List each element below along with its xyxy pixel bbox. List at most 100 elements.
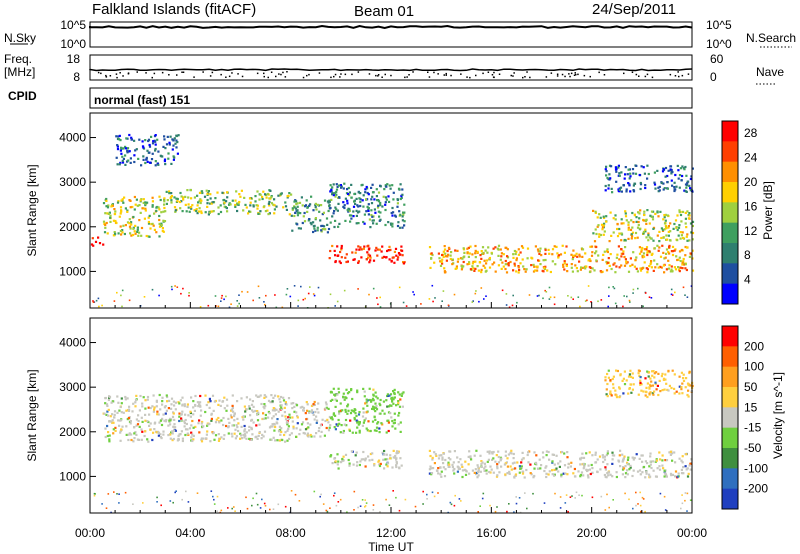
echo-cell (209, 440, 212, 443)
y-tick-label: 4000 (59, 336, 86, 350)
colorbar-tick-label: -200 (744, 482, 768, 496)
echo-cell (223, 396, 226, 399)
nave-point (550, 72, 553, 74)
echo-cell (205, 433, 208, 436)
echo-cell (295, 404, 299, 407)
echo-cell (578, 260, 581, 263)
echo-cell (433, 261, 436, 264)
echo-cell (342, 201, 345, 204)
echo-cell (665, 474, 668, 477)
echo-cell (363, 395, 366, 398)
echo-cell (162, 430, 165, 433)
echo-cell (268, 412, 271, 415)
echo-cell (487, 458, 490, 461)
echo-cell (156, 496, 158, 499)
echo-cell (355, 464, 359, 467)
echo-cell (230, 416, 233, 419)
echo-cell (615, 256, 618, 259)
echo-cell (495, 475, 499, 478)
echo-cell (187, 414, 190, 417)
echo-cell (357, 506, 359, 509)
echo-cell (263, 394, 266, 397)
echo-cell (339, 250, 342, 254)
echo-cell (607, 474, 610, 477)
echo-cell (691, 224, 694, 228)
echo-cell (205, 437, 208, 440)
echo-cell (202, 437, 205, 440)
echo-cell (429, 266, 432, 269)
echo-cell (240, 397, 243, 400)
echo-cell (222, 423, 225, 427)
echo-cell (623, 455, 626, 458)
echo-cell (237, 202, 240, 205)
echo-cell (355, 214, 358, 217)
echo-cell (606, 261, 609, 264)
echo-cell (682, 257, 685, 261)
echo-cell (171, 430, 174, 433)
echo-cell (174, 209, 177, 212)
echo-cell (313, 418, 316, 421)
echo-cell (150, 135, 153, 138)
echo-cell (338, 260, 341, 263)
echo-cell (688, 371, 691, 374)
echo-cell (109, 415, 112, 418)
echo-cell (624, 173, 627, 176)
echo-cell (162, 210, 165, 213)
echo-cell (628, 183, 631, 186)
echo-cell (663, 228, 666, 231)
echo-cell (251, 433, 254, 436)
echo-cell (686, 239, 689, 242)
echo-cell (579, 305, 581, 308)
echo-cell (197, 405, 200, 408)
echo-cell (387, 421, 390, 424)
echo-cell (248, 405, 251, 408)
echo-cell (133, 154, 136, 157)
echo-cell (680, 388, 683, 391)
echo-cell (133, 432, 136, 435)
echo-cell (182, 196, 185, 199)
echo-cell (624, 246, 627, 249)
echo-cell (519, 262, 522, 265)
echo-cell (116, 163, 119, 166)
echo-cell (685, 268, 688, 272)
echo-cell (146, 149, 149, 152)
echo-cell (618, 172, 621, 175)
echo-cell (644, 377, 647, 380)
echo-cell (670, 386, 673, 390)
echo-cell (136, 423, 140, 426)
echo-cell (378, 402, 381, 405)
echo-cell (107, 408, 110, 411)
echo-cell (671, 459, 674, 462)
echo-cell (315, 415, 318, 418)
echo-cell (231, 404, 234, 407)
echo-cell (270, 202, 273, 205)
echo-cell (389, 457, 392, 460)
echo-cell (236, 417, 239, 420)
echo-cell (334, 405, 337, 408)
echo-cell (622, 392, 625, 395)
echo-cell (255, 204, 258, 207)
echo-cell (150, 223, 153, 226)
echo-cell (190, 207, 193, 210)
echo-cell (642, 390, 645, 393)
echo-cell (102, 202, 106, 205)
echo-cell (626, 469, 629, 472)
echo-cell (197, 422, 200, 425)
echo-cell (172, 144, 175, 147)
echo-cell (396, 450, 399, 453)
echo-cell (223, 298, 225, 301)
echo-cell (599, 468, 602, 471)
echo-cell (105, 221, 108, 225)
echo-cell (338, 412, 341, 415)
echo-cell (686, 233, 689, 236)
cpid-label: CPID (8, 89, 37, 103)
echo-cell (163, 160, 166, 163)
freq-tick-top: 18 (67, 52, 81, 66)
echo-cell (323, 434, 326, 437)
echo-cell (571, 270, 574, 273)
echo-cell (375, 426, 379, 429)
x-axis-label: Time UT (368, 540, 414, 554)
echo-cell (263, 407, 266, 410)
echo-cell (444, 255, 448, 258)
echo-cell (265, 294, 267, 297)
